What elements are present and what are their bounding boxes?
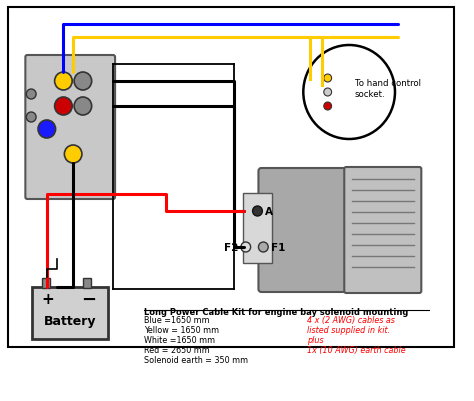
Text: Long Power Cable Kit for engine bay solenoid mounting: Long Power Cable Kit for engine bay sole… (145, 307, 409, 316)
Circle shape (27, 113, 36, 123)
FancyBboxPatch shape (258, 168, 357, 292)
Circle shape (253, 207, 262, 217)
Bar (32, 287, 108, 339)
Circle shape (64, 146, 82, 164)
Circle shape (38, 121, 55, 139)
FancyBboxPatch shape (243, 194, 272, 263)
Text: Solenoid earth = 350 mm: Solenoid earth = 350 mm (145, 355, 248, 364)
Text: Red = 2650 mm: Red = 2650 mm (145, 345, 210, 354)
Circle shape (241, 242, 251, 252)
Text: 4 x (2 AWG) cables as: 4 x (2 AWG) cables as (307, 315, 395, 324)
Text: F2: F2 (224, 242, 238, 252)
Circle shape (324, 89, 332, 97)
Text: Yellow = 1650 mm: Yellow = 1650 mm (145, 325, 219, 334)
Text: plus: plus (307, 335, 324, 344)
Circle shape (324, 103, 332, 111)
Text: White =1650 mm: White =1650 mm (145, 335, 216, 344)
Circle shape (303, 46, 395, 140)
Circle shape (27, 90, 36, 100)
Text: To hand control
socket.: To hand control socket. (355, 79, 421, 99)
Bar (83, 278, 91, 288)
Circle shape (74, 73, 91, 91)
Bar (8, 8, 455, 347)
Text: −: − (81, 290, 96, 308)
Text: listed supplied in kit.: listed supplied in kit. (307, 325, 390, 334)
Circle shape (324, 75, 332, 83)
Text: F1: F1 (271, 242, 285, 252)
Circle shape (258, 242, 268, 252)
Text: +: + (41, 292, 54, 307)
FancyBboxPatch shape (25, 56, 115, 200)
Text: Battery: Battery (44, 315, 97, 328)
Circle shape (55, 98, 72, 116)
Bar (42, 278, 50, 288)
Circle shape (55, 73, 72, 91)
Text: 1x (10 AWG) earth cable: 1x (10 AWG) earth cable (307, 345, 406, 354)
FancyBboxPatch shape (344, 168, 421, 293)
Text: A: A (265, 207, 273, 217)
Text: Blue =1650 mm: Blue =1650 mm (145, 315, 210, 324)
Circle shape (74, 98, 91, 116)
